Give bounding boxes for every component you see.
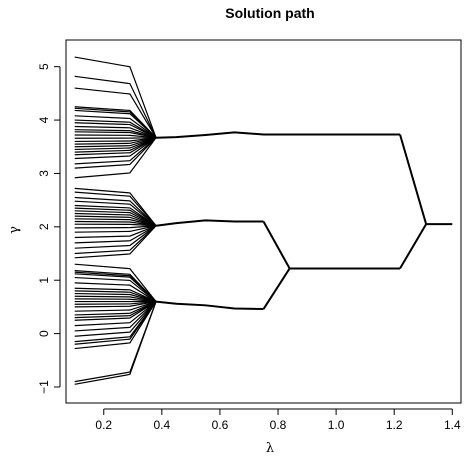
individual-path-68 xyxy=(74,301,157,385)
individual-path-20 xyxy=(74,137,157,160)
individual-path-32 xyxy=(74,215,157,227)
individual-path-28 xyxy=(74,204,157,227)
individual-path-13 xyxy=(74,137,157,139)
x-tick-label: 0.2 xyxy=(95,418,112,432)
individual-path-14 xyxy=(74,137,157,143)
plot-frame xyxy=(65,39,462,404)
individual-path-11 xyxy=(74,131,157,139)
individual-path-2 xyxy=(74,87,157,138)
individual-path-53 xyxy=(74,298,157,303)
individual-path-40 xyxy=(74,225,157,249)
y-axis: −1 0 1 2 3 4 5 xyxy=(37,63,61,394)
individual-path-26 xyxy=(74,196,157,227)
individual-path-57 xyxy=(74,300,157,312)
individual-path-58 xyxy=(74,301,157,316)
individual-path-9 xyxy=(74,125,157,139)
individual-path-18 xyxy=(74,137,157,153)
individual-path-52 xyxy=(74,295,157,303)
individual-path-19 xyxy=(74,137,157,156)
individual-path-29 xyxy=(74,207,157,227)
individual-path-27 xyxy=(74,200,157,227)
individual-path-60 xyxy=(74,301,157,321)
individual-path-51 xyxy=(74,292,157,303)
individual-path-34 xyxy=(74,220,157,227)
individual-path-42 xyxy=(74,225,157,259)
individual-path-36 xyxy=(74,225,157,229)
individual-path-46 xyxy=(74,273,157,303)
y-tick-label: 1 xyxy=(37,277,51,284)
individual-path-22 xyxy=(74,137,157,169)
individual-path-43 xyxy=(74,263,157,302)
individual-path-17 xyxy=(74,137,157,151)
individual-path-59 xyxy=(74,301,157,319)
y-axis-label: γ xyxy=(7,226,22,234)
individual-path-37 xyxy=(74,225,157,233)
x-tick-label: 0.8 xyxy=(270,418,287,432)
individual-path-21 xyxy=(74,137,157,165)
x-tick-label: 0.4 xyxy=(154,418,171,432)
individual-path-8 xyxy=(74,122,157,139)
individual-path-0 xyxy=(74,56,157,138)
individual-path-5 xyxy=(74,109,157,139)
individual-path-10 xyxy=(74,129,157,139)
merge-segment-0 xyxy=(262,221,291,269)
merge-segment-3 xyxy=(399,223,428,269)
x-tick-label: 1.2 xyxy=(386,418,403,432)
y-tick-label: 3 xyxy=(37,170,51,177)
individual-path-56 xyxy=(74,300,157,308)
x-tick-label: 0.6 xyxy=(212,418,229,432)
individual-path-50 xyxy=(74,290,157,303)
individual-path-55 xyxy=(74,300,157,305)
individual-path-31 xyxy=(74,212,157,227)
individual-path-33 xyxy=(74,218,157,227)
individual-path-38 xyxy=(74,225,157,239)
individual-path-12 xyxy=(74,134,157,139)
individual-path-66 xyxy=(74,301,157,350)
individual-path-15 xyxy=(74,137,157,145)
individual-path-49 xyxy=(74,287,157,303)
individual-path-47 xyxy=(74,276,157,303)
y-tick-label: −1 xyxy=(37,380,51,394)
individual-path-35 xyxy=(74,223,157,227)
cluster-path-1 xyxy=(155,219,264,227)
merge-segment-1 xyxy=(262,267,291,310)
individual-path-41 xyxy=(74,225,157,255)
merge-segment-2 xyxy=(399,134,428,225)
y-tick-label: 5 xyxy=(37,63,51,70)
y-tick-label: 0 xyxy=(37,330,51,337)
x-tick-label: 1.0 xyxy=(328,418,345,432)
individual-path-16 xyxy=(74,137,157,148)
individual-path-61 xyxy=(74,301,157,327)
y-tick-label: 4 xyxy=(37,116,51,123)
chart-title: Solution path xyxy=(225,5,314,21)
individual-path-25 xyxy=(74,191,157,227)
individual-path-62 xyxy=(74,301,157,332)
individual-path-23 xyxy=(74,137,157,179)
individual-path-7 xyxy=(74,119,157,139)
individual-path-6 xyxy=(74,115,157,139)
solution-paths xyxy=(74,56,453,385)
y-tick-label: 2 xyxy=(37,223,51,230)
individual-path-48 xyxy=(74,282,157,303)
x-axis: 0.2 0.4 0.6 0.8 1.0 1.2 1.4 xyxy=(95,408,461,432)
individual-path-63 xyxy=(74,301,157,337)
individual-path-65 xyxy=(74,301,157,345)
x-tick-label: 1.4 xyxy=(444,418,461,432)
individual-path-39 xyxy=(74,225,157,244)
cluster-path-2 xyxy=(155,300,264,311)
cluster-path-0 xyxy=(156,131,401,139)
individual-path-24 xyxy=(74,187,157,227)
x-axis-label: λ xyxy=(266,441,274,456)
individual-path-1 xyxy=(74,75,157,138)
individual-path-30 xyxy=(74,210,157,227)
